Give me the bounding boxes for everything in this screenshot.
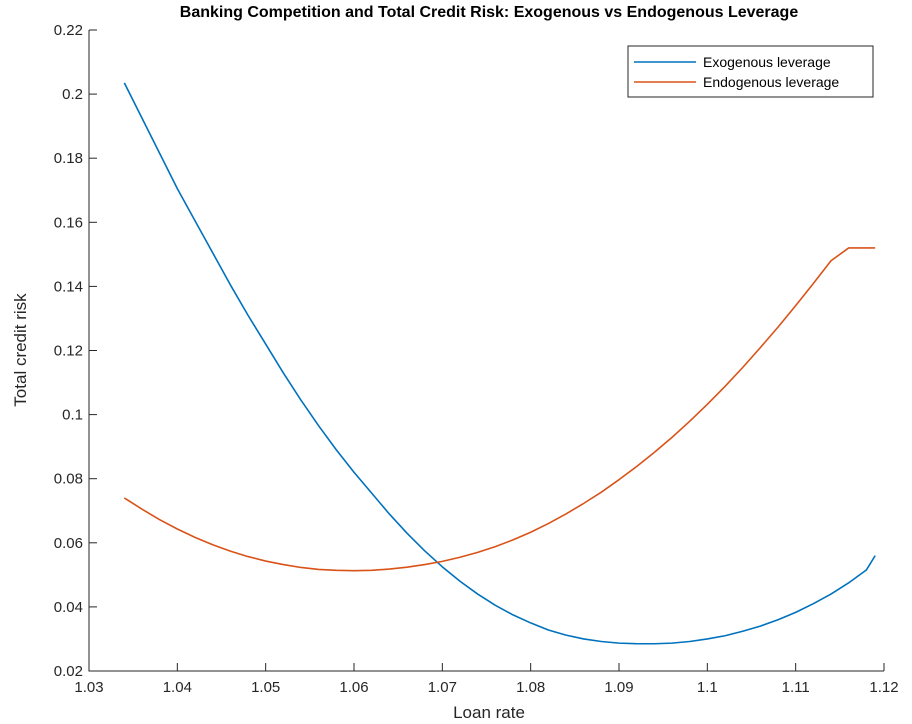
y-tick-label: 0.14: [54, 278, 83, 295]
y-tick-label: 0.04: [54, 599, 83, 616]
series-line-endogenous: [123, 247, 876, 572]
x-tick-label: 1.08: [516, 679, 545, 696]
y-tick-label: 0.06: [54, 535, 83, 552]
y-tick-label: 0.02: [54, 663, 83, 680]
x-axis-ticks: 1.03 1.04 1.05 1.06 1.07 1.08 1.09 1.1 1.11 1.12: [74, 663, 899, 696]
y-tick-label: 0.18: [54, 150, 83, 167]
series-line-exogenous: [123, 82, 876, 645]
x-tick-label: 1.12: [869, 679, 898, 696]
legend: Exogenous leverage Endogenous leverage: [627, 45, 874, 98]
y-axis-ticks: 0.02 0.04 0.06 0.08 0.1 0.12 0.14 0.16 0.18 0.2 0.…: [54, 22, 97, 680]
legend-label-exogenous: Exogenous leverage: [703, 54, 831, 70]
x-tick-label: 1.1: [697, 679, 718, 696]
y-tick-label: 0.16: [54, 214, 83, 231]
y-tick-label: 0.12: [54, 343, 83, 360]
x-tick-label: 1.06: [339, 679, 368, 696]
y-tick-label: 0.1: [62, 407, 83, 424]
y-axis-label: Total credit risk: [11, 293, 30, 407]
chart-title: Banking Competition and Total Credit Ris…: [180, 4, 799, 21]
x-tick-label: 1.03: [74, 679, 103, 696]
x-tick-label: 1.04: [163, 679, 192, 696]
x-tick-label: 1.11: [782, 679, 810, 696]
series-layer: [123, 82, 876, 645]
y-tick-label: 0.22: [54, 22, 83, 39]
y-tick-label: 0.2: [62, 86, 83, 103]
legend-label-endogenous: Endogenous leverage: [703, 74, 839, 90]
x-axis-label: Loan rate: [453, 703, 525, 722]
x-tick-label: 1.07: [428, 679, 457, 696]
y-tick-label: 0.08: [54, 471, 83, 488]
axis-frame: [88, 30, 884, 672]
x-tick-label: 1.09: [604, 679, 633, 696]
x-tick-label: 1.05: [251, 679, 280, 696]
legend-box: [627, 45, 874, 98]
plot-area: 1.03 1.04 1.05 1.06 1.07 1.08 1.09 1.1 1.11 1.12 …: [54, 22, 899, 696]
